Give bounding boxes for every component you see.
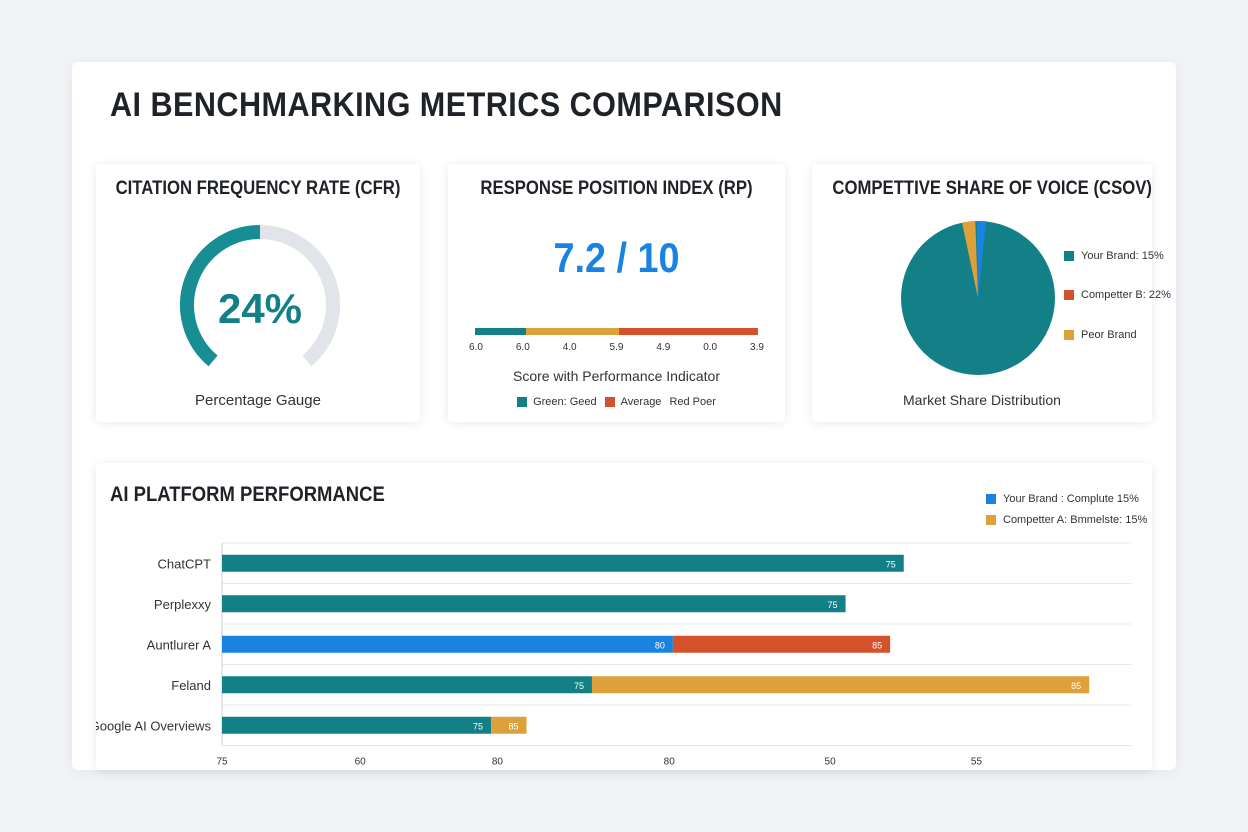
- legend-label: Competter B: 22%: [1081, 289, 1171, 301]
- bar-segment: [222, 635, 673, 653]
- gauge-fill: [180, 225, 261, 367]
- pie-legend-2: Peor Brand: [1064, 329, 1137, 341]
- rpi-title: RESPONSE POSITION INDEX (RP): [480, 178, 753, 199]
- legend-swatch: [604, 397, 615, 407]
- cfr-value: 24%: [218, 285, 302, 332]
- csov-caption: Market Share Distribution: [903, 392, 1061, 408]
- pie-slice-peer-brand: [961, 221, 978, 298]
- cfr-caption: Percentage Gauge: [195, 392, 321, 409]
- bar-value-label: 85: [508, 721, 518, 731]
- category-label: Google AI Overviews: [96, 718, 211, 733]
- x-tick-label: 80: [492, 757, 504, 768]
- x-tick-label: 80: [664, 757, 676, 768]
- bar-legend-1: Competter A: Bmmelste: 15%: [986, 514, 1147, 526]
- legend-swatch: [517, 397, 528, 407]
- cfr-card: CITATION FREQUENCY RATE (CFR) 24% Percen…: [96, 164, 420, 422]
- category-label: Perplexxy: [154, 597, 212, 612]
- scale-good: [475, 328, 526, 335]
- bar-segment: [222, 676, 592, 694]
- csov-title: COMPETTIVE SHARE OF VOICE (CSOV): [832, 178, 1152, 199]
- rpi-tick-label: 0.0: [703, 342, 718, 353]
- legend-swatch: [1064, 290, 1074, 300]
- legend-swatch: [986, 515, 996, 525]
- bar-legend-0: Your Brand : Complute 15%: [986, 493, 1139, 505]
- bar-value-label: 75: [886, 559, 896, 569]
- page-title: AI BENCHMARKING METRICS COMPARISON: [110, 86, 783, 124]
- bar-segment: [222, 716, 492, 734]
- category-label: ChatCPT: [158, 556, 212, 571]
- legend-poor: Red Poer: [669, 396, 716, 408]
- rpi-tick-label: 5.9: [609, 342, 624, 353]
- rpi-card: RESPONSE POSITION INDEX (RP) 7.2 / 10 6.…: [448, 164, 785, 422]
- bar-value-label: 80: [655, 640, 665, 650]
- rpi-tick-label: 4.0: [562, 342, 577, 353]
- legend-good: Green: Geed: [533, 396, 597, 408]
- bar-segment: [672, 635, 891, 653]
- x-tick-label: 55: [971, 757, 983, 768]
- legend-label: Your Brand: 15%: [1081, 250, 1164, 262]
- rpi-tick-label: 6.0: [515, 342, 530, 353]
- bar-value-label: 85: [1071, 681, 1081, 691]
- rpi-tick-label: 3.9: [750, 342, 764, 353]
- csov-pie: [901, 221, 1055, 375]
- legend-label: Your Brand : Complute 15%: [1003, 493, 1139, 505]
- bar-value-label: 85: [872, 640, 882, 650]
- category-label: Feland: [171, 678, 211, 693]
- rpi-value: 7.2 / 10: [553, 234, 680, 281]
- legend-item-good: Green: Geed: [517, 396, 597, 408]
- bar-segment: [491, 716, 527, 734]
- dashboard-panel: AI BENCHMARKING METRICS COMPARISON CITAT…: [72, 62, 1176, 770]
- bar-value-label: 75: [574, 681, 584, 691]
- rpi-scale-bar: [475, 328, 758, 335]
- bar-value-label: 75: [473, 721, 483, 731]
- rpi-tick-label: 4.9: [656, 342, 671, 353]
- rpi-ticks: 6.0 6.0 4.0 5.9 4.9 0.0 3.9: [469, 342, 764, 356]
- bar-segment: [591, 676, 1090, 694]
- x-tick-label: 50: [825, 757, 837, 768]
- bar-value-label: 75: [828, 600, 838, 610]
- legend-label: Peor Brand: [1081, 329, 1137, 341]
- rpi-caption: Score with Performance Indicator: [513, 368, 720, 384]
- x-tick-label: 60: [355, 757, 367, 768]
- scale-average: [525, 328, 620, 335]
- legend-label: Competter A: Bmmelste: 15%: [1003, 514, 1148, 526]
- x-tick-label: 75: [216, 757, 228, 768]
- platform-title: AI PLATFORM PERFORMANCE: [110, 483, 385, 506]
- bar-segment: [222, 595, 846, 613]
- csov-card: COMPETTIVE SHARE OF VOICE (CSOV) Your Br…: [812, 164, 1171, 422]
- cfr-title: CITATION FREQUENCY RATE (CFR): [115, 178, 401, 199]
- category-label: Auntlurer A: [147, 637, 212, 652]
- pie-legend-1: Competter B: 22%: [1064, 289, 1171, 301]
- platform-card: AI PLATFORM PERFORMANCE Your Brand : Com…: [96, 463, 1152, 770]
- scale-poor: [619, 328, 758, 335]
- cfr-gauge: 24%: [180, 225, 340, 367]
- pie-legend-0: Your Brand: 15%: [1064, 250, 1164, 262]
- legend-swatch: [1064, 330, 1074, 340]
- bar-segment: [222, 554, 904, 572]
- legend-swatch: [1064, 251, 1074, 261]
- legend-swatch: [986, 494, 996, 504]
- rpi-legend: Green: Geed Average Red Poer: [448, 396, 785, 408]
- legend-item-average: Average: [604, 396, 662, 408]
- legend-average: Average: [620, 396, 662, 408]
- pie-slice-competitor-b: [976, 221, 987, 298]
- platform-bar-chart: ChatCPT 75 Perplexxy 75 Auntlurer A 80 85 Felan…: [96, 542, 1131, 768]
- rpi-tick-label: 6.0: [469, 342, 483, 353]
